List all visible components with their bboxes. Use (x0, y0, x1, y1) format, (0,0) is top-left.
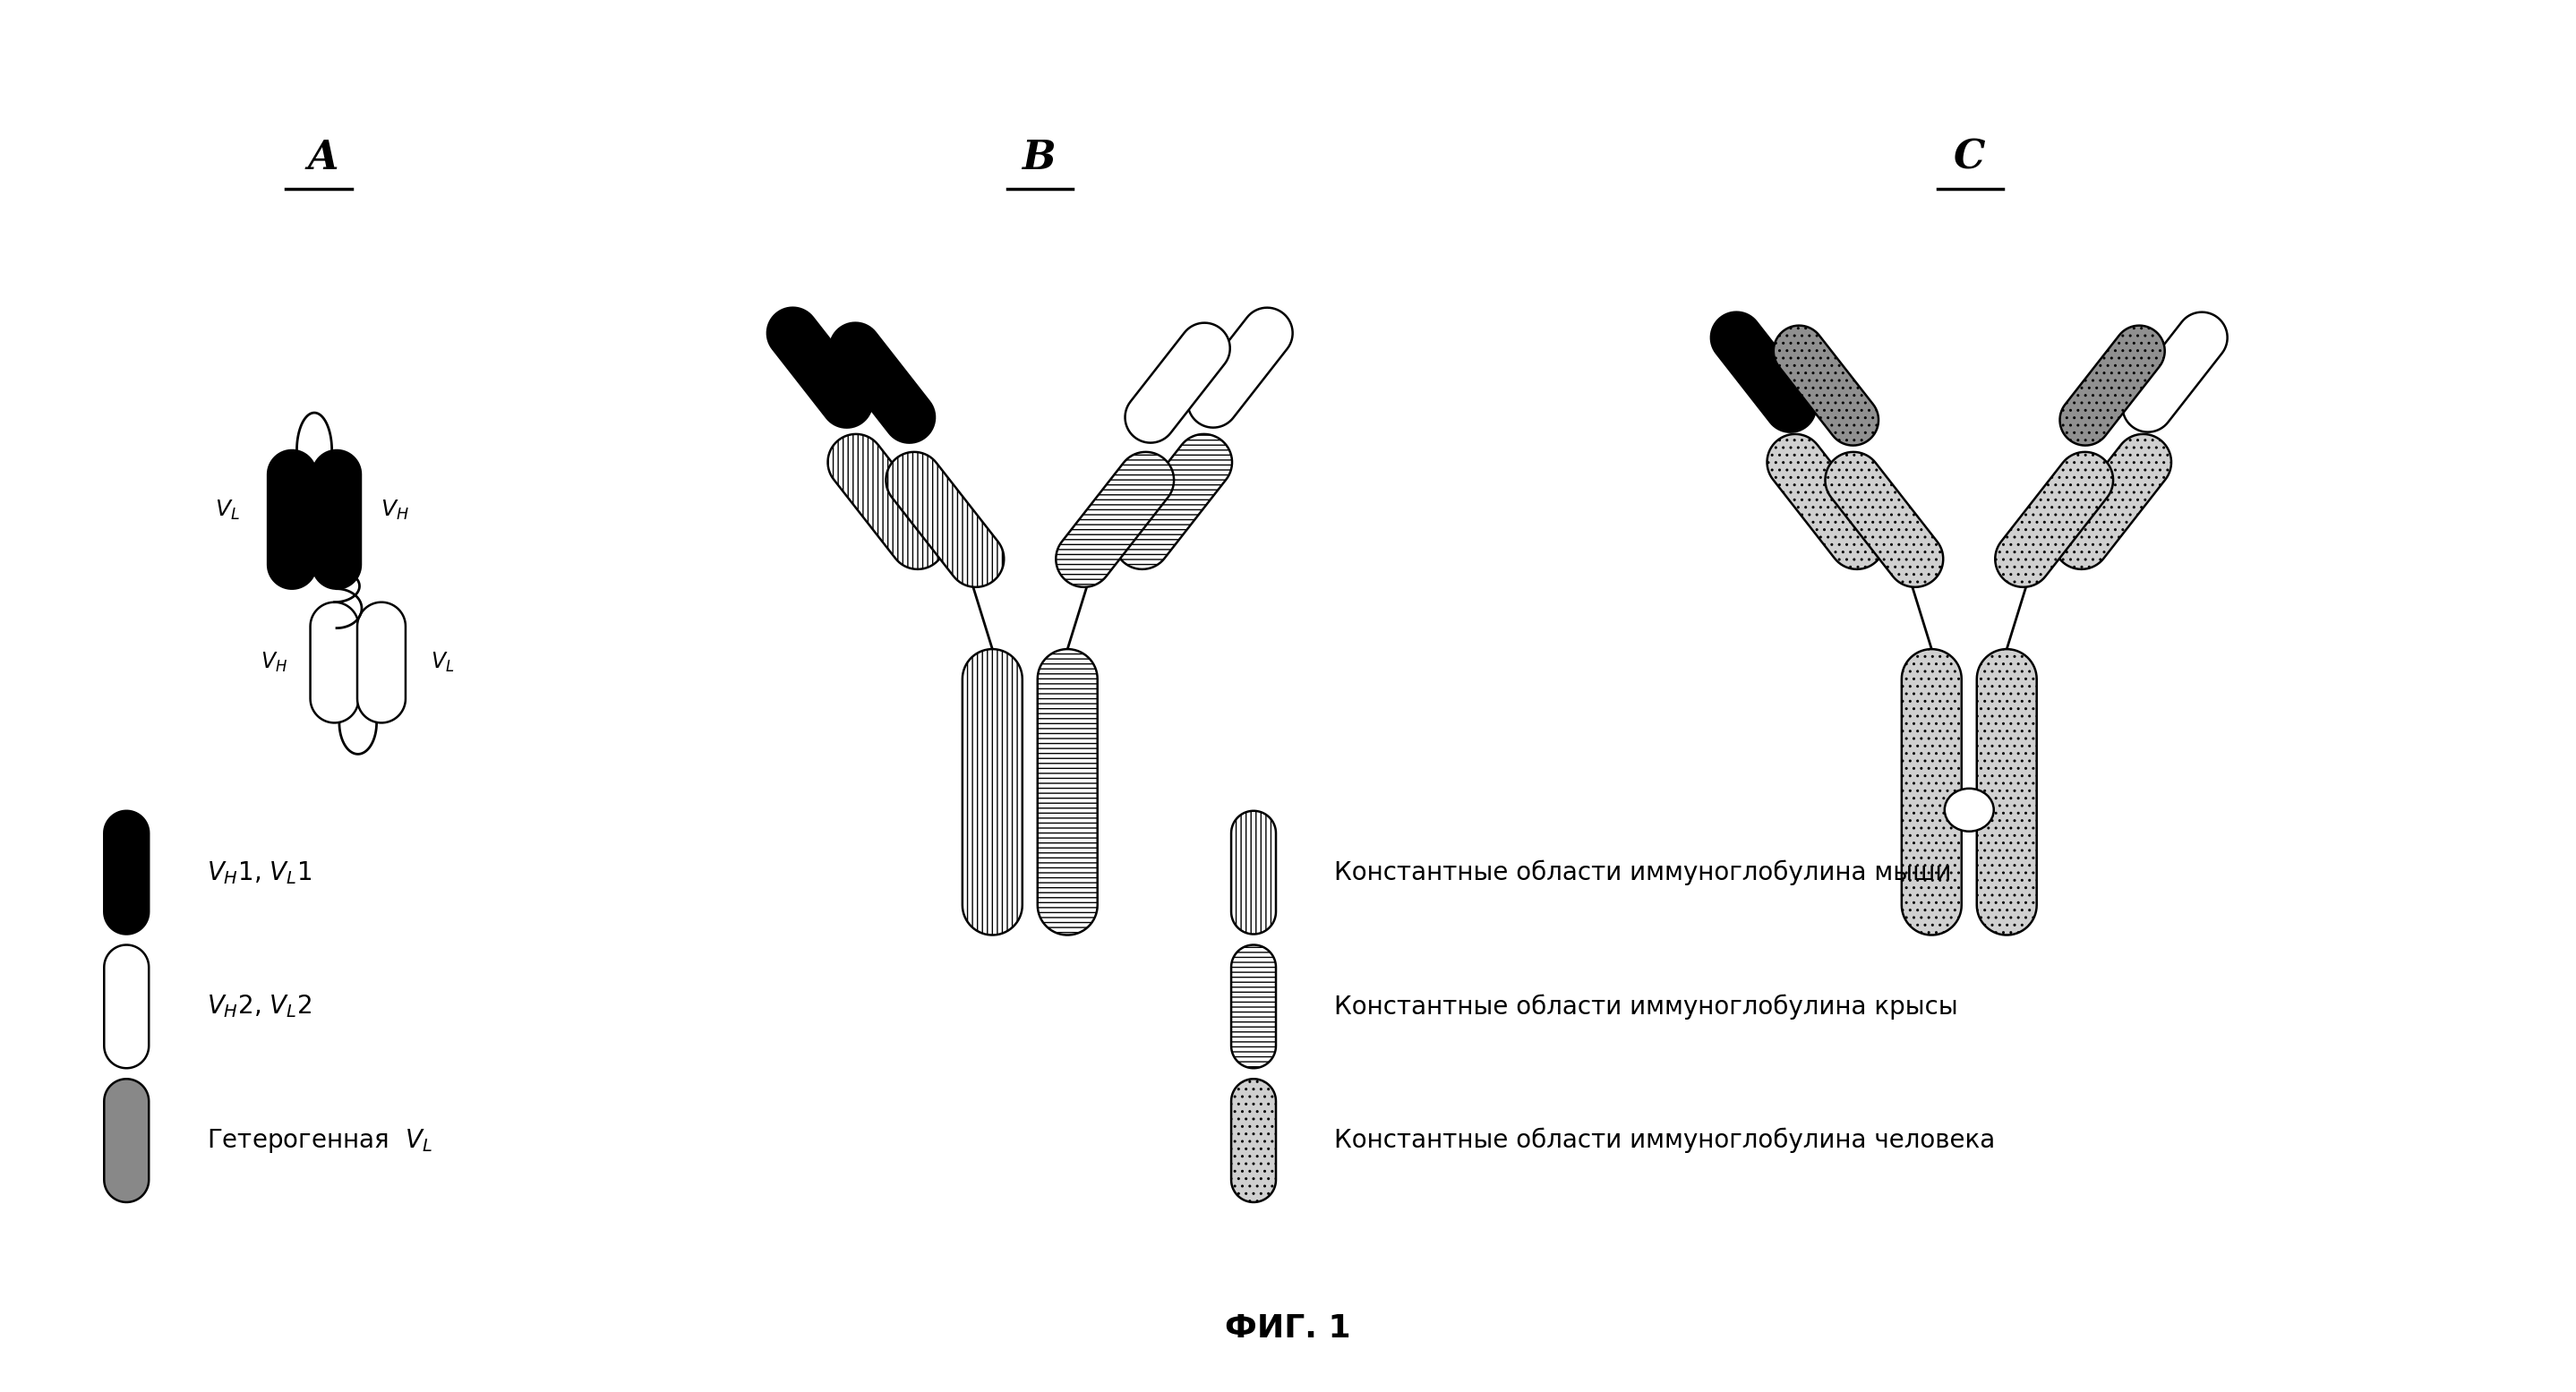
Text: $V_L$: $V_L$ (430, 651, 453, 674)
Text: C: C (1953, 138, 1986, 177)
Text: Константные области иммуноглобулина человека: Константные области иммуноглобулина чело… (1334, 1128, 1994, 1154)
PathPatch shape (1231, 945, 1275, 1068)
PathPatch shape (1056, 452, 1175, 587)
Text: $V_H$1, $V_L$1: $V_H$1, $V_L$1 (206, 859, 312, 885)
Text: $V_H$2, $V_L$2: $V_H$2, $V_L$2 (206, 992, 312, 1020)
PathPatch shape (309, 603, 358, 722)
PathPatch shape (312, 450, 361, 589)
PathPatch shape (1901, 649, 1960, 935)
Text: A: A (307, 138, 337, 177)
Text: $V_L$: $V_L$ (216, 498, 240, 522)
PathPatch shape (1231, 812, 1275, 934)
PathPatch shape (1113, 434, 1231, 569)
PathPatch shape (2123, 312, 2228, 432)
PathPatch shape (103, 1079, 149, 1203)
Text: $V_H$: $V_H$ (260, 651, 286, 674)
Text: Константные области иммуноглобулина крысы: Константные области иммуноглобулина крыс… (1334, 994, 1958, 1019)
Text: $V_H$: $V_H$ (381, 498, 410, 522)
PathPatch shape (768, 308, 873, 427)
Text: Константные области иммуноглобулина мыши: Константные области иммуноглобулина мыши (1334, 860, 1950, 885)
PathPatch shape (1996, 452, 2112, 587)
PathPatch shape (1710, 312, 1816, 432)
PathPatch shape (1976, 649, 2038, 935)
PathPatch shape (358, 603, 404, 722)
Ellipse shape (1945, 788, 1994, 831)
PathPatch shape (1826, 452, 1942, 587)
PathPatch shape (829, 323, 935, 443)
PathPatch shape (1231, 1079, 1275, 1203)
Text: ФИГ. 1: ФИГ. 1 (1224, 1313, 1350, 1343)
PathPatch shape (268, 450, 317, 589)
PathPatch shape (1038, 649, 1097, 935)
PathPatch shape (963, 649, 1023, 935)
Text: Гетерогенная  $V_L$: Гетерогенная $V_L$ (206, 1126, 433, 1154)
PathPatch shape (827, 434, 945, 569)
PathPatch shape (1775, 326, 1878, 445)
PathPatch shape (1767, 434, 1886, 569)
PathPatch shape (103, 945, 149, 1068)
PathPatch shape (103, 812, 149, 934)
PathPatch shape (1126, 323, 1229, 443)
PathPatch shape (2061, 326, 2164, 445)
PathPatch shape (886, 452, 1005, 587)
Text: B: B (1023, 138, 1056, 177)
PathPatch shape (2053, 434, 2172, 569)
PathPatch shape (1188, 308, 1293, 427)
